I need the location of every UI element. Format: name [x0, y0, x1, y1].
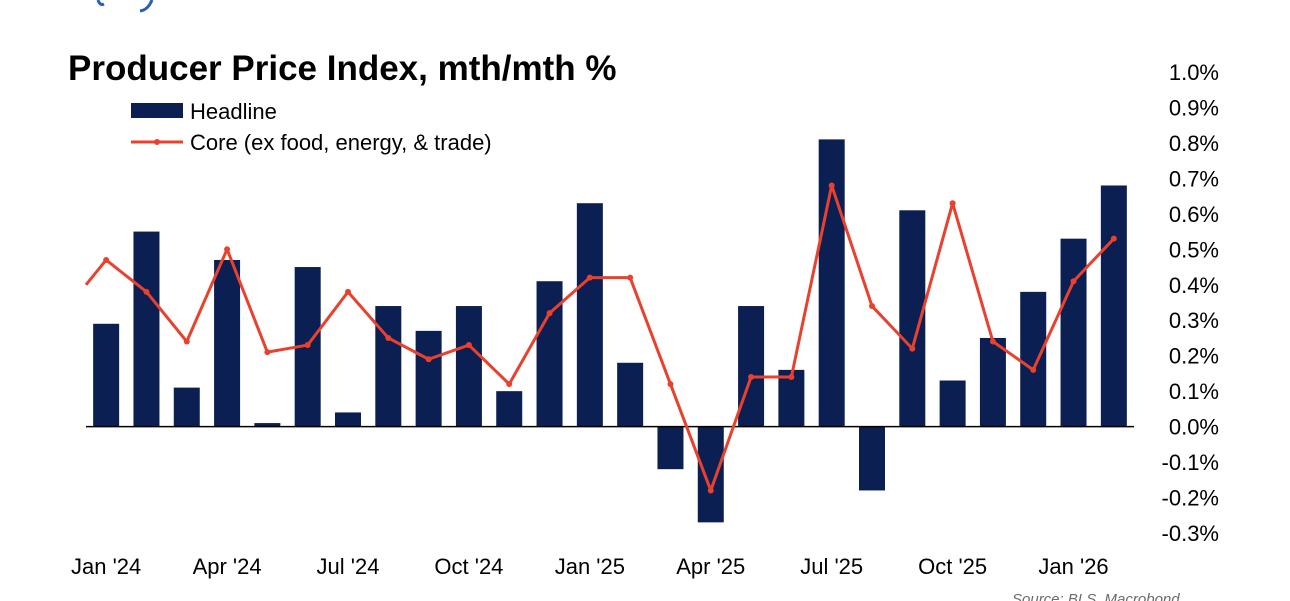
- x-tick-label: Apr '25: [676, 554, 745, 579]
- headline-bar-22: [979, 337, 1006, 427]
- legend-core-label: Core (ex food, energy, & trade): [190, 130, 492, 155]
- headline-bar-0: [93, 323, 120, 427]
- headline-bar-18: [818, 139, 845, 427]
- core-point-11: [546, 310, 553, 317]
- core-point-20: [909, 345, 916, 352]
- x-axis-ticks: Jan '24 Apr '24 Jul '24 Oct '24 Jan '25 Apr '…: [71, 554, 1109, 579]
- core-point-25: [1110, 235, 1117, 242]
- y-tick-label: 0.6%: [1169, 202, 1219, 227]
- headline-bar-8: [415, 330, 442, 427]
- core-point-22: [989, 338, 996, 345]
- y-tick-label: -0.2%: [1162, 486, 1219, 511]
- core-point-12: [586, 274, 593, 281]
- x-tick-label: Jul '25: [800, 554, 863, 579]
- headline-bar-14: [657, 426, 684, 470]
- core-point-4: [264, 349, 271, 356]
- y-tick-label: 0.2%: [1169, 344, 1219, 369]
- y-tick-label: 0.5%: [1169, 237, 1219, 262]
- headline-bar-15: [697, 426, 724, 523]
- y-tick-label: 0.3%: [1169, 308, 1219, 333]
- headline-bar-23: [1020, 291, 1047, 427]
- core-point-19: [869, 303, 875, 310]
- legend-headline-label: Headline: [190, 99, 277, 124]
- headline-bar-6: [335, 412, 361, 427]
- legend-core-marker: [154, 139, 160, 145]
- y-tick-label: 0.0%: [1169, 415, 1219, 440]
- x-tick-label: Jan '26: [1038, 554, 1108, 579]
- headline-bar-3: [214, 259, 241, 427]
- headline-bar-24: [1060, 238, 1087, 427]
- core-point-8: [425, 356, 432, 363]
- core-point-9: [465, 342, 472, 349]
- y-tick-label: 1.0%: [1169, 60, 1219, 85]
- x-tick-label: Oct '25: [918, 554, 987, 579]
- core-point-13: [627, 274, 634, 281]
- y-tick-label: 0.1%: [1169, 379, 1219, 404]
- headline-bar-10: [496, 391, 523, 427]
- header-accent-mark: [96, 0, 154, 13]
- headline-bar-11: [536, 281, 563, 427]
- core-point-1: [143, 288, 150, 295]
- core-point-16: [748, 373, 755, 380]
- core-point-7: [385, 334, 392, 341]
- x-tick-label: Apr '24: [193, 554, 262, 579]
- x-tick-label: Jul '24: [317, 554, 380, 579]
- core-point-21: [949, 200, 956, 207]
- core-point-17: [788, 373, 795, 380]
- core-point-15: [707, 487, 714, 494]
- headline-bar-4: [254, 423, 281, 427]
- core-point-24: [1070, 278, 1077, 285]
- core-point-18: [828, 182, 835, 189]
- core-point-6: [345, 288, 351, 295]
- headline-bar-9: [455, 306, 482, 427]
- y-tick-label: -0.3%: [1162, 521, 1219, 546]
- core-point-14: [667, 381, 674, 388]
- y-tick-label: -0.1%: [1162, 450, 1219, 475]
- headline-bar-19: [859, 426, 885, 491]
- headline-bar-21: [939, 380, 966, 427]
- chart-title: Producer Price Index, mth/mth %: [68, 49, 616, 88]
- core-point-0: [103, 256, 110, 263]
- headline-bar-25: [1100, 185, 1127, 427]
- source-note: Source: BLS, Macrobond: [1012, 591, 1180, 601]
- core-series: [84, 182, 1117, 494]
- headline-bar-2: [173, 387, 200, 427]
- core-point-3: [224, 246, 231, 253]
- core-point-10: [506, 381, 513, 388]
- y-tick-label: 0.7%: [1169, 166, 1219, 191]
- core-point-23: [1030, 366, 1037, 373]
- y-axis-ticks: 1.0% 0.9% 0.8% 0.7% 0.6% 0.5% 0.4% 0.3% 0.2% 0.1%…: [1162, 60, 1219, 546]
- x-tick-label: Jan '25: [555, 554, 625, 579]
- legend-headline-swatch: [131, 103, 183, 118]
- headline-bars: [93, 139, 1127, 523]
- legend: Headline Core (ex food, energy, & trade): [131, 99, 492, 155]
- core-point-2: [183, 338, 190, 345]
- core-point-5: [304, 342, 311, 349]
- headline-bar-7: [375, 306, 402, 427]
- y-tick-label: 0.4%: [1169, 273, 1219, 298]
- y-tick-label: 0.9%: [1169, 95, 1219, 120]
- headline-bar-1: [133, 231, 160, 427]
- headline-bar-12: [576, 203, 603, 427]
- x-tick-label: Oct '24: [434, 554, 503, 579]
- x-tick-label: Jan '24: [71, 554, 141, 579]
- headline-bar-13: [617, 362, 644, 427]
- headline-bar-16: [738, 306, 765, 427]
- y-tick-label: 0.8%: [1169, 131, 1219, 156]
